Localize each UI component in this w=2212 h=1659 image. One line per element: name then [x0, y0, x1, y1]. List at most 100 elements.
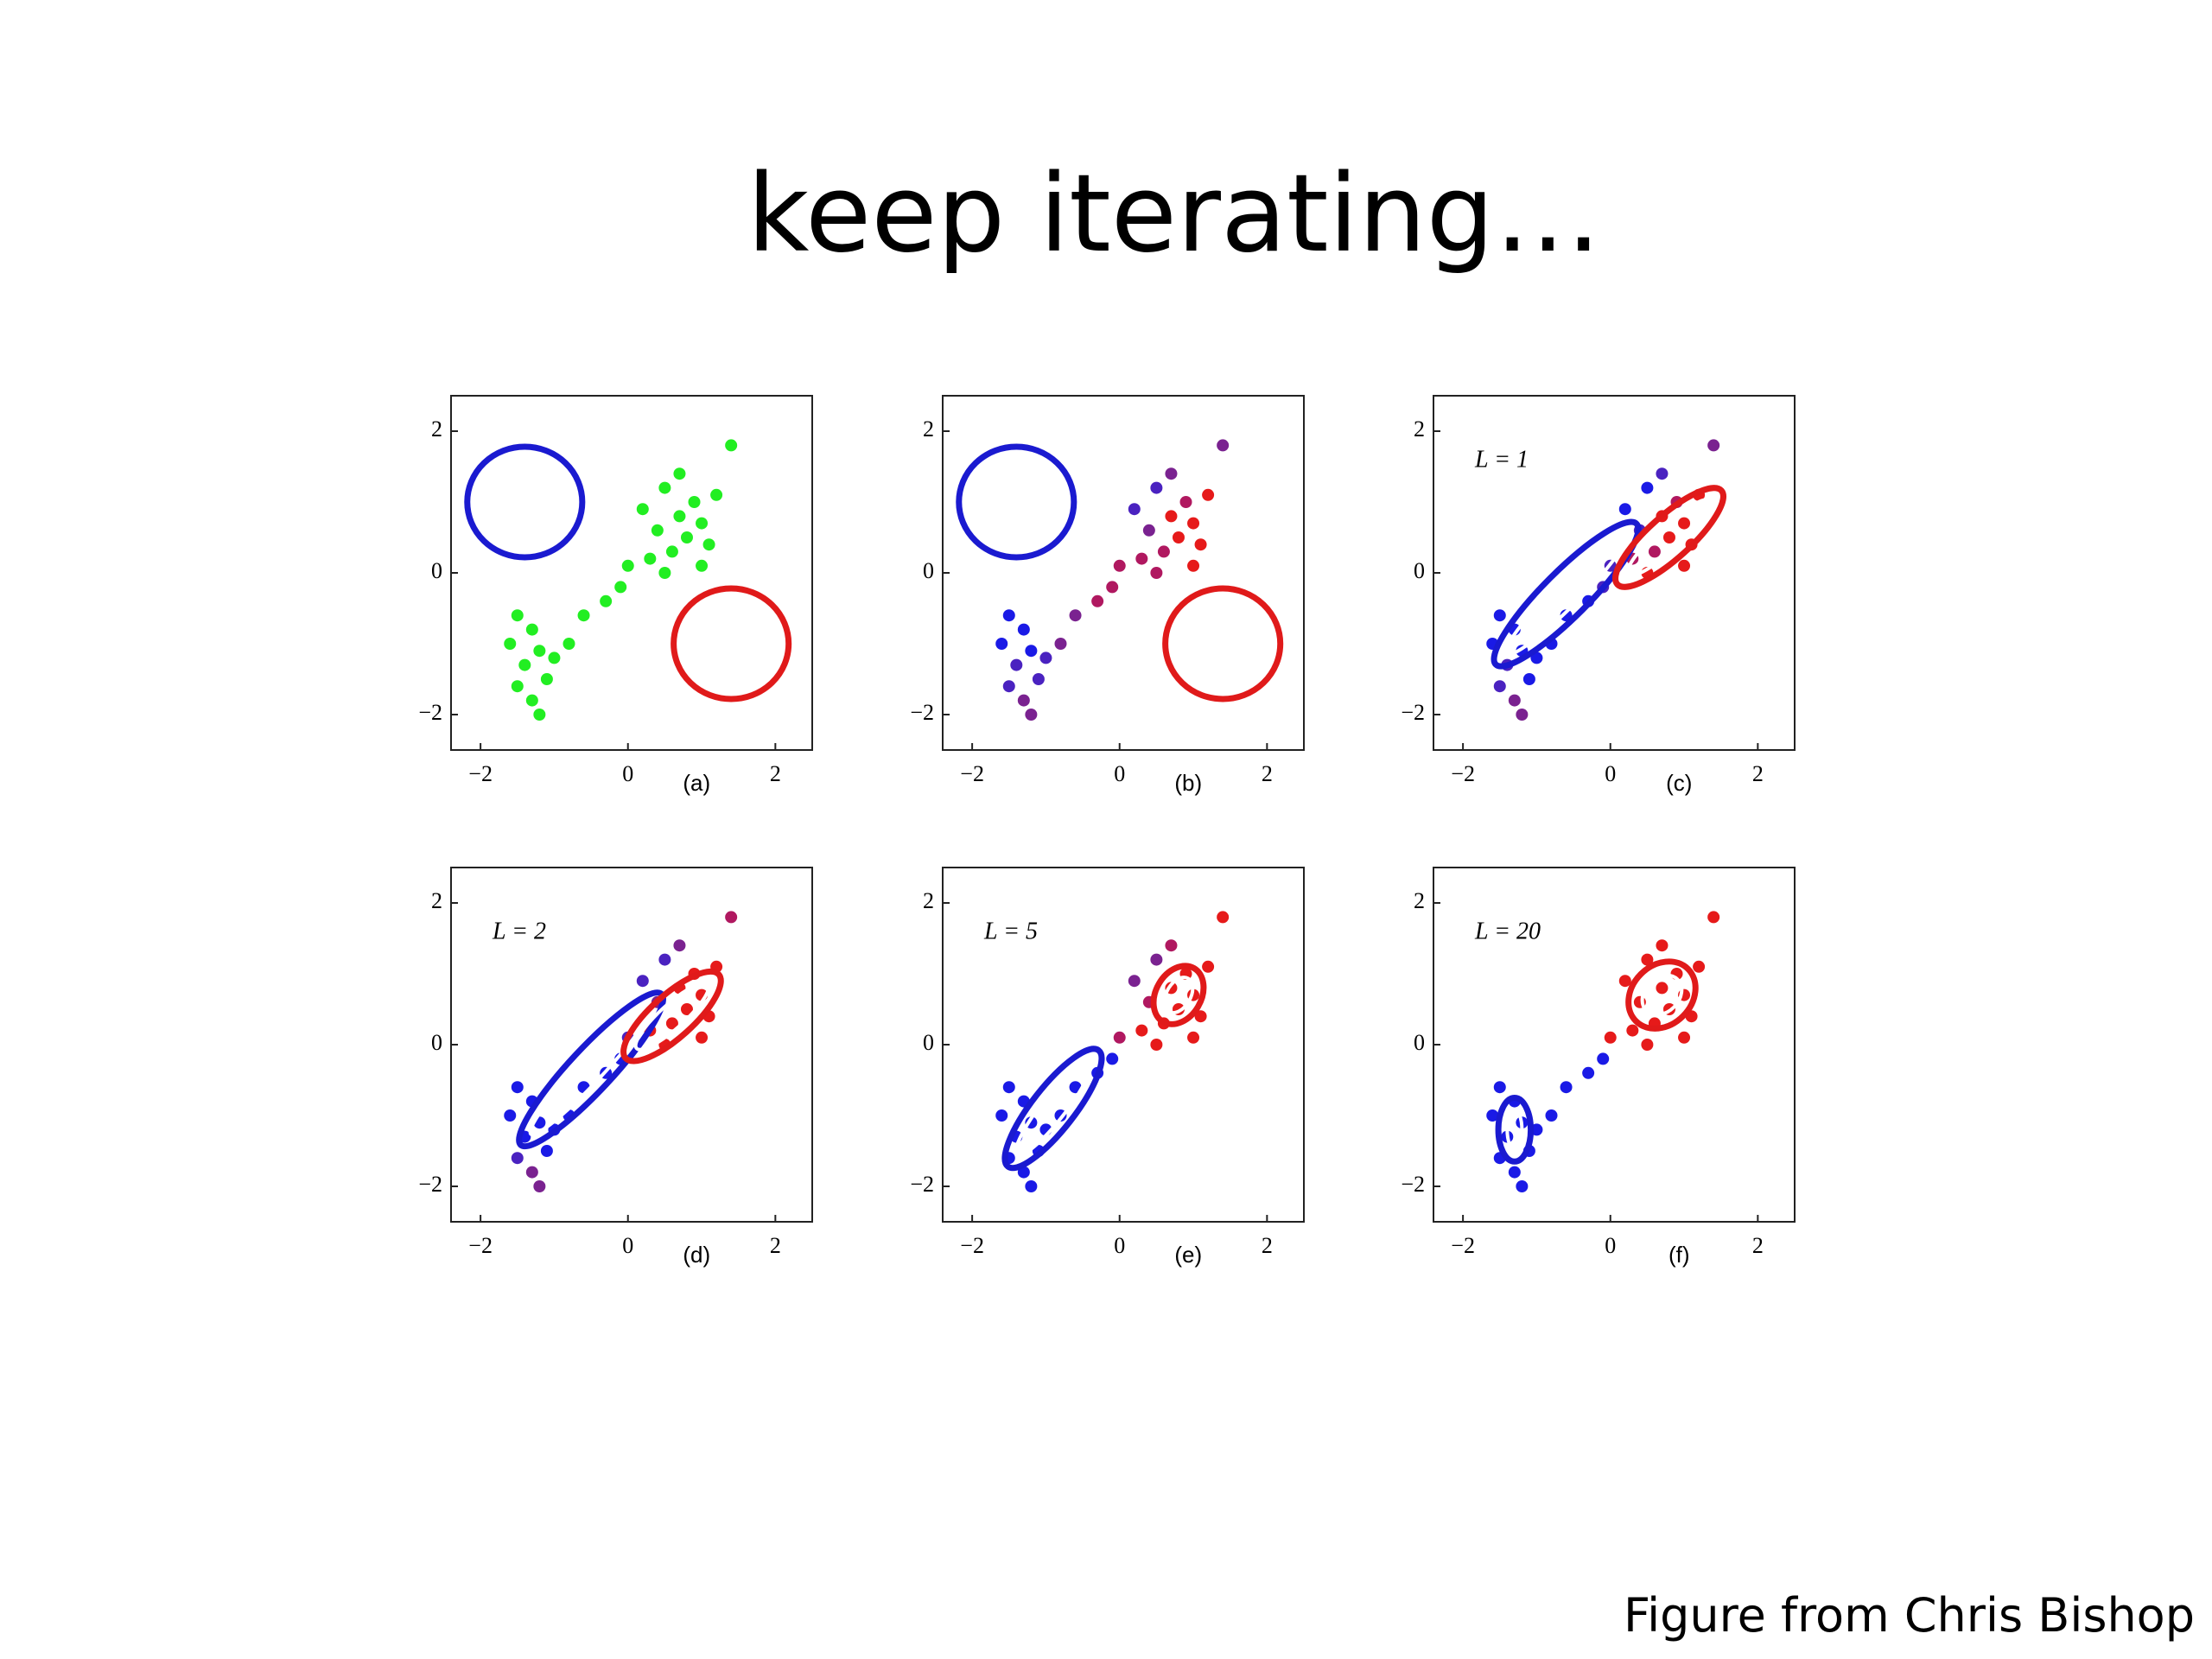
- point: [540, 1145, 553, 1157]
- y-tick-label: 2: [1414, 888, 1425, 913]
- point: [1678, 517, 1691, 530]
- point: [1597, 1052, 1610, 1065]
- point: [1150, 481, 1163, 494]
- point: [533, 709, 546, 721]
- point: [1678, 1031, 1691, 1044]
- point: [577, 609, 590, 622]
- point: [1545, 1109, 1558, 1122]
- point: [1172, 531, 1185, 543]
- point: [1150, 567, 1163, 579]
- point: [525, 1166, 538, 1179]
- point: [696, 559, 709, 572]
- x-tick-label: 2: [1262, 1233, 1273, 1258]
- x-tick-label: 0: [1114, 1233, 1125, 1258]
- point: [1032, 673, 1045, 685]
- point: [1641, 953, 1654, 966]
- point: [636, 975, 649, 988]
- x-tick-label: 2: [770, 1233, 781, 1258]
- point: [1493, 680, 1506, 693]
- point: [1106, 581, 1119, 594]
- point: [1187, 559, 1200, 572]
- point: [1135, 552, 1148, 565]
- gaussian-contour: [1495, 1095, 1535, 1165]
- gaussian-contour: [1001, 1046, 1105, 1172]
- point: [504, 1109, 517, 1122]
- gaussian-contour: [1612, 485, 1726, 590]
- point: [1069, 609, 1082, 622]
- panel-label: (a): [683, 770, 710, 796]
- point: [614, 581, 627, 594]
- panel-label: (b): [1174, 770, 1202, 796]
- point: [1106, 1052, 1119, 1065]
- y-tick-label: 2: [923, 888, 934, 913]
- point: [1486, 1109, 1499, 1122]
- gaussian-contour: [1505, 1108, 1524, 1152]
- gaussian-contour: [1625, 958, 1699, 1032]
- point: [1508, 1166, 1521, 1179]
- gaussian-contour: [1162, 976, 1195, 1015]
- point: [1493, 1081, 1506, 1094]
- point: [673, 467, 686, 480]
- point: [710, 488, 723, 501]
- y-tick-label: 0: [1414, 1030, 1425, 1055]
- x-tick-label: 0: [1605, 761, 1616, 786]
- point: [1641, 481, 1654, 494]
- point: [504, 638, 517, 650]
- point: [636, 503, 649, 516]
- point: [533, 1180, 546, 1192]
- point: [651, 524, 664, 537]
- point: [1707, 439, 1720, 452]
- point: [1157, 545, 1170, 558]
- point: [1560, 609, 1573, 622]
- point: [702, 538, 715, 551]
- point: [1618, 503, 1631, 516]
- point: [563, 638, 575, 650]
- point: [680, 1003, 693, 1015]
- x-tick-label: 0: [1114, 761, 1125, 786]
- point: [1648, 545, 1661, 558]
- point: [680, 531, 693, 543]
- y-tick-label: −2: [418, 700, 442, 725]
- x-tick-label: 2: [1752, 761, 1764, 786]
- gaussian-contour: [1014, 1059, 1093, 1158]
- y-tick-label: 0: [923, 558, 934, 583]
- point: [1187, 517, 1200, 530]
- x-tick-label: −2: [960, 1233, 984, 1258]
- x-tick-label: 2: [1262, 761, 1273, 786]
- point: [1165, 939, 1178, 952]
- point: [1707, 911, 1720, 924]
- point: [673, 939, 686, 952]
- point: [1618, 975, 1631, 988]
- point: [1194, 1010, 1207, 1023]
- annotation: L = 5: [983, 918, 1038, 944]
- annotation: L = 2: [492, 918, 546, 944]
- y-tick-label: 0: [431, 558, 442, 583]
- point: [1165, 510, 1178, 523]
- point: [511, 609, 524, 622]
- x-tick-label: −2: [468, 1233, 493, 1258]
- point: [1656, 982, 1669, 995]
- point: [1582, 1066, 1595, 1079]
- point: [725, 911, 738, 924]
- gaussian-contour: [956, 443, 1077, 561]
- point: [1002, 1081, 1015, 1094]
- point: [1202, 488, 1215, 501]
- point: [1150, 953, 1163, 966]
- panel: −2 0 2 −2 0 2 (f) L = 20: [1401, 867, 1796, 1268]
- annotation: L = 20: [1474, 918, 1541, 944]
- point: [1165, 467, 1178, 480]
- y-tick-label: 2: [923, 416, 934, 442]
- point: [1017, 623, 1030, 636]
- point: [1025, 645, 1038, 658]
- y-tick-label: −2: [910, 700, 934, 725]
- y-tick-label: −2: [418, 1172, 442, 1197]
- x-tick-label: 2: [770, 761, 781, 786]
- point: [1560, 1081, 1573, 1094]
- x-tick-label: −2: [468, 761, 493, 786]
- y-tick-label: 0: [923, 1030, 934, 1055]
- panel-label: (f): [1669, 1242, 1690, 1268]
- point: [658, 567, 671, 579]
- panel: −2 0 2 −2 0 2 (d) L = 2: [418, 867, 813, 1268]
- point: [1508, 694, 1521, 707]
- point: [511, 1152, 524, 1165]
